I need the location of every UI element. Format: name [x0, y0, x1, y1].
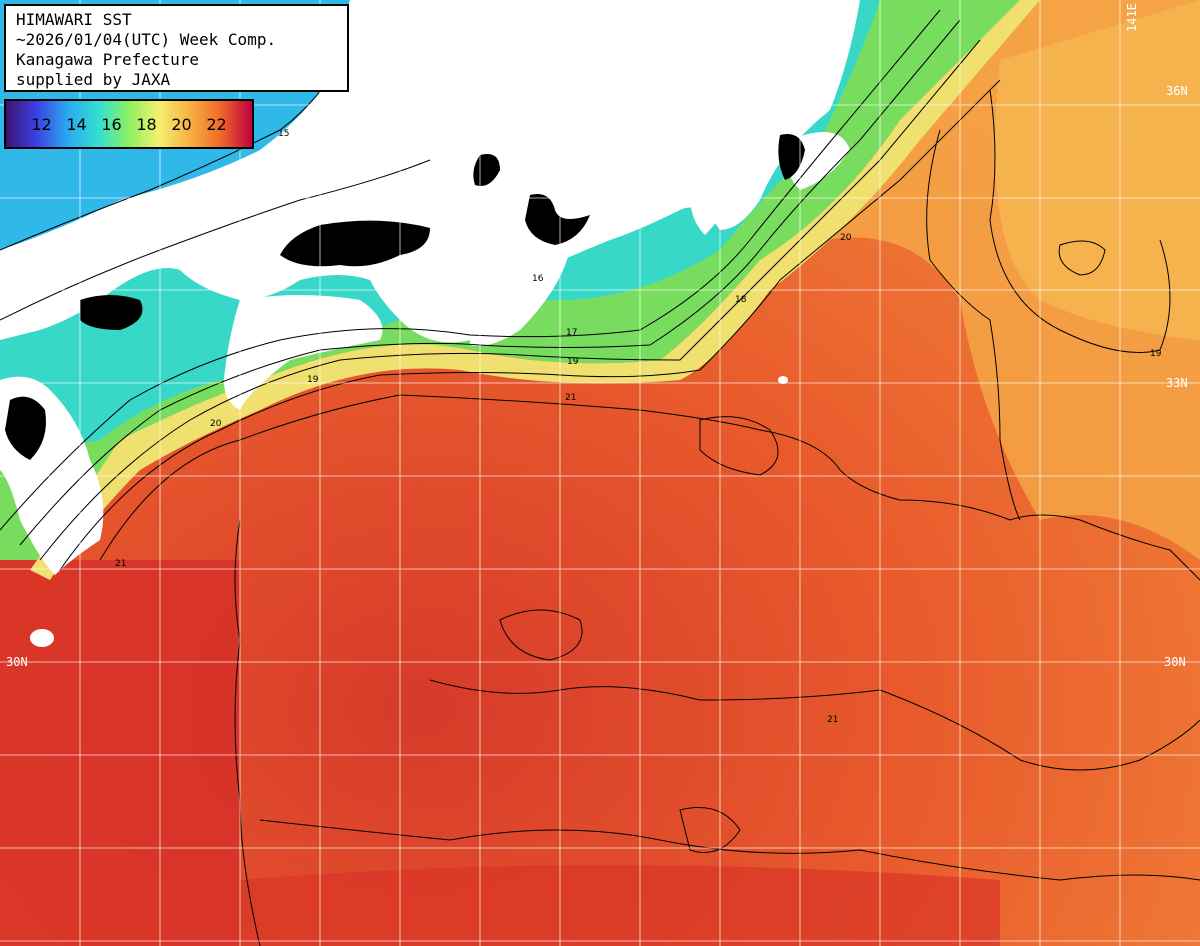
honshu-land: [0, 0, 860, 343]
contour-21-west: [234, 519, 261, 946]
contour-21-north: [99, 394, 1200, 581]
contour-20-east: [926, 129, 1021, 521]
tanegashima-island: [30, 629, 54, 647]
contour-label-19-b: 19: [567, 357, 579, 367]
contour-20-loop: [1058, 240, 1106, 276]
sst-contours: [0, 9, 1200, 946]
contour-label-16: 16: [532, 274, 544, 284]
ocean-hot-south: [240, 865, 1000, 946]
lat-label-30n-left: 30N: [6, 655, 28, 669]
hachijo-island: [778, 376, 788, 384]
contour-21-loop-c: [679, 807, 741, 853]
map-region: Kanagawa Prefecture: [16, 50, 200, 69]
cloud-mask-kii: [525, 194, 590, 245]
contour-15: [0, 59, 341, 251]
contour-labels: 15 16 17 18 19 20 21 19 20 21 21 19: [115, 129, 1162, 725]
map-info-box: HIMAWARI SST ~2026/01/04(UTC) Week Comp.…: [4, 4, 349, 92]
lon-label-141e: 141E: [1125, 3, 1139, 32]
contour-18: [19, 19, 961, 546]
map-title: HIMAWARI SST: [16, 10, 132, 29]
contour-label-19-c: 19: [1150, 349, 1162, 359]
contour-label-20: 20: [210, 419, 222, 429]
contour-21-south: [259, 819, 1200, 881]
lat-label-33n-right: 33N: [1166, 376, 1188, 390]
lat-label-30n-right: 30N: [1164, 655, 1186, 669]
lon-label-136e: 136E: [484, 1, 498, 30]
contour-label-21-b: 21: [565, 393, 576, 403]
contour-label-17: 17: [566, 328, 577, 338]
map-source: supplied by JAXA: [16, 70, 171, 89]
sst-color-legend: 12 14 16 18 20 22: [4, 99, 254, 149]
cloud-mask-tokyo: [778, 134, 805, 180]
contour-label-18: 18: [735, 295, 747, 305]
contour-16: [0, 159, 431, 321]
legend-tick-12: 12: [31, 114, 52, 134]
legend-tick-22: 22: [206, 114, 227, 134]
cloud-mask-west: [80, 295, 143, 330]
legend-tick-14: 14: [66, 114, 87, 134]
lat-label-36n: 36N: [1166, 84, 1188, 98]
contour-21-loop-a: [699, 416, 779, 476]
contour-label-20-b: 20: [840, 233, 852, 243]
legend-tick-18: 18: [136, 114, 157, 134]
contour-label-15: 15: [278, 129, 289, 139]
cloud-mask-kyushu: [5, 396, 46, 460]
map-date: ~2026/01/04(UTC) Week Comp.: [16, 30, 277, 49]
shikoku-land: [224, 295, 383, 410]
legend-tick-20: 20: [171, 114, 192, 134]
kii-peninsula: [470, 236, 570, 346]
contour-label-19: 19: [307, 375, 319, 385]
contour-17: [0, 9, 941, 531]
contour-21-loop-b: [499, 609, 583, 661]
contour-19: [39, 39, 981, 561]
contour-19-east: [989, 89, 1171, 353]
grid-labels: 136E 141E 36N 33N 33N 30N 30N: [6, 1, 1188, 669]
cloud-mask-seto: [280, 220, 430, 267]
lat-label-33n-left: 33N: [6, 376, 28, 390]
contour-label-21: 21: [115, 559, 126, 569]
contour-20: [59, 79, 1001, 571]
contour-label-21-c: 21: [827, 715, 838, 725]
legend-tick-16: 16: [101, 114, 122, 134]
ocean-mild-ne: [995, 0, 1200, 340]
ocean-hot-area: [0, 560, 240, 946]
